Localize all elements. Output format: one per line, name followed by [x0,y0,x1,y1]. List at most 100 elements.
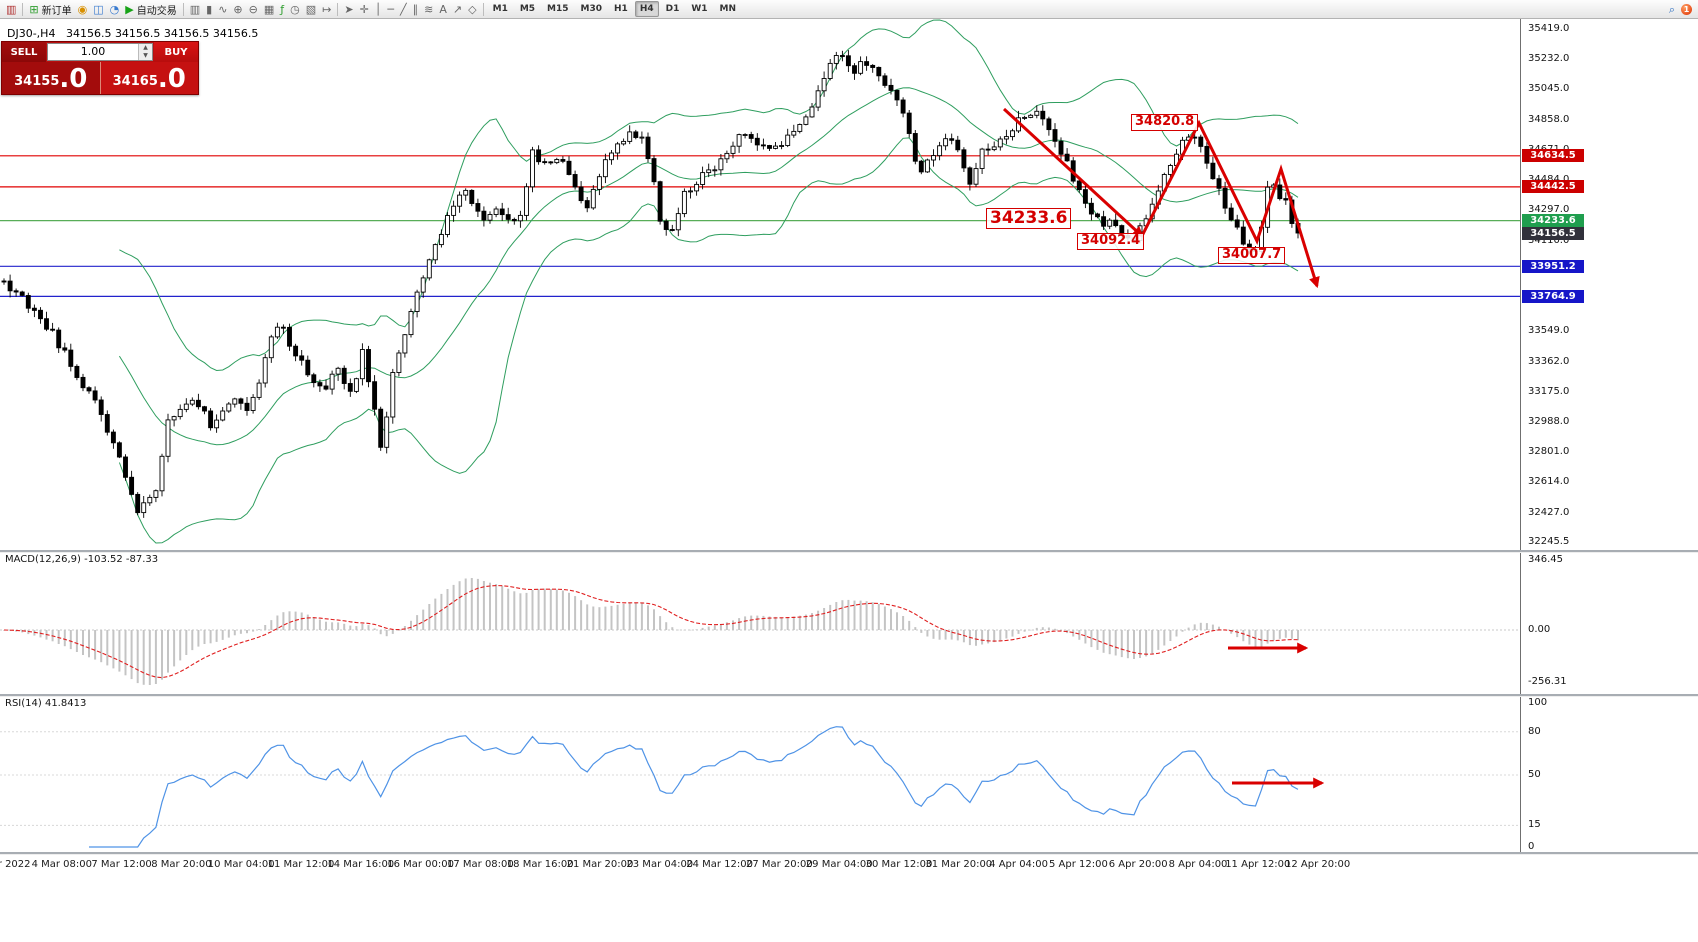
time-axis-label: 23 Mar 04:00 [626,859,694,870]
cursor-icon[interactable]: ➤ [341,1,356,18]
macd-plot[interactable] [0,552,1520,694]
fibonacci-icon[interactable]: ≋ [421,1,436,18]
fibonacci-icon: ≋ [424,2,434,16]
rsi-scale-label: 100 [1528,697,1548,708]
templates-icon[interactable]: ▧ [303,1,319,18]
panel-separator[interactable] [0,550,1698,553]
panel-separator[interactable] [0,694,1698,697]
price-axis-label: 35419.0 [1528,23,1570,34]
price-axis-label: 32988.0 [1528,415,1570,427]
bar-chart-icon[interactable]: ▥ [187,1,203,18]
zoom-out-icon: ⊖ [248,2,258,16]
trendline-icon[interactable]: ╱ [397,1,410,18]
vertical-line-icon[interactable]: │ [372,1,385,18]
volume-down-icon[interactable]: ▼ [139,52,152,60]
buy-price-int: 34165 [112,74,158,89]
buy-button[interactable]: BUY [154,42,198,62]
annotation-price-label[interactable]: 34820.8 [1131,114,1199,131]
price-tag: 33764.9 [1522,289,1584,303]
chart-ohlc: 34156.5 34156.5 34156.5 34156.5 [65,27,259,40]
annotation-price-label[interactable]: 34233.6 [986,208,1072,230]
time-axis-label: 29 Mar 04:00 [805,859,873,870]
crosshair-icon[interactable]: ✛ [357,1,372,18]
macd-label: MACD(12,26,9) -103.52 -87.33 [5,554,159,565]
time-axis-label: 10 Mar 04:00 [207,859,275,870]
bollinger-lower-band [118,137,1299,544]
price-tag: 34442.5 [1522,180,1584,194]
tf-d1[interactable]: D1 [665,4,680,14]
profiles-icon: ◫ [93,2,104,16]
main-chart-plot[interactable] [0,19,1520,550]
line-chart-icon[interactable]: ∿ [215,1,230,18]
candlestick-chart-icon: ▮ [206,2,213,16]
auto-trading-button-label: 自动交易 [136,5,177,17]
bar-chart-icon: ▥ [189,2,201,16]
volume-value[interactable]: 1.00 [80,45,106,58]
profiles-icon[interactable]: ◫ [90,1,106,18]
channel-icon[interactable]: ∥ [410,1,422,18]
chart-window-icon[interactable]: ▥ [3,1,19,18]
candlestick-chart-icon[interactable]: ▮ [203,1,215,18]
buy-price[interactable]: 34165.0 [100,62,198,94]
arrow-tool-icon: ↗ [452,2,463,16]
rsi-plot[interactable] [0,696,1520,852]
tf-m15[interactable]: M15 [547,4,569,14]
tile-windows-icon[interactable]: ▦ [261,1,277,18]
tf-m5[interactable]: M5 [519,4,536,14]
volume-input[interactable]: 1.00 ▲ ▼ [47,43,153,61]
rsi-scale-label: 80 [1528,725,1541,737]
zoom-in-icon[interactable]: ⊕ [230,1,245,18]
time-axis-label: 8 Apr 04:00 [1168,859,1228,870]
auto-trading-button[interactable]: ▶ 自动交易 [122,1,179,18]
horizontal-line-icon[interactable]: ─ [384,1,397,18]
time-axis-label: 17 Mar 08:00 [447,859,514,870]
mql5-community-icon[interactable]: ◉ [75,1,91,18]
time-axis-label: 6 Apr 20:00 [1108,859,1168,870]
search-icon: ⌕ [1668,2,1675,16]
time-axis-label: 27 Mar 20:00 [746,859,813,870]
shapes-icon: ◇ [468,2,477,16]
shapes-icon[interactable]: ◇ [465,1,479,18]
tf-mn[interactable]: MN [719,4,737,14]
panel-separator[interactable] [0,852,1698,855]
rsi-scale-label: 15 [1528,819,1541,831]
autoscroll-icon[interactable]: ↦ [319,1,334,18]
price-axis-label: 32801.0 [1528,446,1570,458]
sell-price-int: 34155 [14,74,60,89]
data-window-icon[interactable]: ◔ [107,1,123,18]
macd-signal-line [3,585,1299,679]
periods-icon[interactable]: ◷ [287,1,303,18]
new-order-button[interactable]: ⊞ 新订单 [26,1,74,18]
chart-title: DJ30-,H4 34156.5 34156.5 34156.5 34156.5 [7,27,258,40]
line-chart-icon: ∿ [218,2,228,16]
text-icon[interactable]: A [436,1,450,18]
volume-up-icon[interactable]: ▲ [139,44,152,52]
tf-h4[interactable]: H4 [634,1,659,17]
annotation-price-label[interactable]: 34007.7 [1218,247,1286,264]
sell-button[interactable]: SELL [2,42,46,62]
sell-price[interactable]: 34155.0 [2,62,101,94]
tf-w1[interactable]: W1 [691,4,708,14]
chart-window[interactable]: DJ30-,H4 34156.5 34156.5 34156.5 34156.5… [0,19,1698,942]
price-tag: 34634.5 [1522,149,1584,163]
indicators-icon: ƒ [280,2,285,16]
price-axis-label: 35045.0 [1528,83,1570,95]
buy-price-dec: .0 [157,64,186,94]
price-axis[interactable]: 35419.035232.035045.034858.034671.034484… [1520,19,1698,852]
volume-stepper[interactable]: ▲ ▼ [138,44,152,60]
indicators-icon[interactable]: ƒ [277,1,287,18]
time-axis-label: 4 Apr 04:00 [989,859,1049,870]
bollinger-upper-band [119,19,1299,372]
notification-badge[interactable]: 1 [1678,1,1695,18]
zoom-out-icon[interactable]: ⊖ [246,1,261,18]
tf-h1[interactable]: H1 [614,4,628,14]
annotation-price-label[interactable]: 34092.4 [1077,233,1145,250]
time-axis-label: 11 Mar 12:00 [267,859,335,870]
price-axis-label: 34484.0 [1528,174,1569,185]
arrow-tool-icon[interactable]: ↗ [450,1,465,18]
chart-window-icon: ▥ [6,2,17,16]
search-icon[interactable]: ⌕ [1666,1,1678,18]
tf-m30[interactable]: M30 [580,4,603,14]
tf-m1[interactable]: M1 [492,4,508,14]
